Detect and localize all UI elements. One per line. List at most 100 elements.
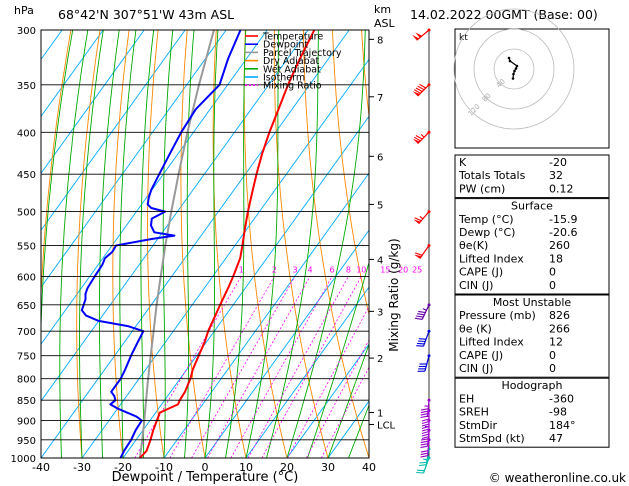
table-row-label: θe(K) <box>459 239 488 252</box>
wind-barb-dot <box>427 456 431 460</box>
wind-barb-feather <box>420 452 428 456</box>
table-row-label: SREH <box>459 406 489 419</box>
pressure-tick-label: 350 <box>17 81 36 92</box>
mixing-ratio-label: 2 <box>272 265 277 274</box>
km-tick-label: 6 <box>377 152 383 163</box>
hodograph-frame <box>454 28 610 149</box>
wind-barb <box>414 303 431 320</box>
hodograph-ring-label: 80 <box>481 92 493 104</box>
wet-adiabat-line <box>41 30 74 458</box>
table-row-value: 0 <box>549 349 556 362</box>
table-row-label: StmDir <box>459 419 498 432</box>
km-tick-label: 3 <box>377 307 383 318</box>
wind-barb-feather <box>417 313 425 316</box>
table-row-value: 266 <box>549 322 570 335</box>
hodograph-point <box>507 56 511 60</box>
temperature-tick-label: 10 <box>239 461 253 474</box>
mixing-ratio-label: 10 <box>356 265 366 274</box>
wind-barb-shaft <box>427 439 430 456</box>
table-row-value: -20.6 <box>549 226 577 239</box>
wind-barb-half-feather <box>420 134 425 138</box>
wind-barb-feather <box>420 450 429 453</box>
wind-barb-shaft <box>422 330 430 347</box>
index-table <box>454 198 610 295</box>
table-row-label: Totals Totals <box>458 169 526 182</box>
mixing-ratio-labels: 1 2 3 4 6 8 10 15 20 25 <box>239 265 423 274</box>
temperature-tick-label: 20 <box>280 461 294 474</box>
pressure-tick-label: 450 <box>17 170 36 181</box>
isotherm-line <box>204 229 369 458</box>
table-row-value: 260 <box>549 239 570 252</box>
isotherm-line <box>41 30 309 402</box>
table-row-value: 47 <box>549 432 563 445</box>
wind-barb-dot <box>427 130 431 134</box>
table-row-value: 0.12 <box>549 182 574 195</box>
legend-entry: Mixing Ratio <box>263 81 322 92</box>
wind-barb-feather <box>417 85 425 91</box>
mixing-ratio-label: 6 <box>330 265 335 274</box>
dry-adiabat-line <box>212 30 247 458</box>
wet-adiabat-line <box>98 30 120 458</box>
dry-adiabat-line <box>361 30 369 121</box>
wind-barb-feather <box>421 435 430 440</box>
wind-barb-feather <box>415 135 423 140</box>
wind-barb <box>416 329 431 347</box>
mixing-ratio-label: 4 <box>308 265 313 274</box>
table-row-label: Dewp (°C) <box>459 226 515 239</box>
dry-adiabat-line <box>147 30 165 458</box>
temperature-tick-label: -40 <box>32 461 50 474</box>
wind-barb-pennant <box>413 219 421 224</box>
legend-entry: Isotherm <box>263 73 305 84</box>
temperature-tick-label: 30 <box>321 461 335 474</box>
wind-barb <box>417 354 431 372</box>
mixing-ratio-label: 15 <box>380 265 390 274</box>
km-tick-label: 2 <box>377 354 383 365</box>
isotherm-line <box>286 343 369 458</box>
mixing-ratio-label: 25 <box>412 265 422 274</box>
km-tick-label: 4 <box>377 255 383 266</box>
wind-barb-shaft <box>419 245 430 259</box>
pressure-tick-label: 950 <box>17 436 36 447</box>
temperature-tick-label: -30 <box>73 461 91 474</box>
table-title: Hodograph <box>502 379 563 392</box>
wind-barb-dot <box>427 303 431 307</box>
isotherm-line <box>41 30 104 118</box>
pressure-tick-labels: 300 350 400 450 500 550 600 650 700 750 800 850 900 9… <box>11 26 36 465</box>
pressure-tick-label: 550 <box>17 242 36 253</box>
datetime-title: 14.02.2022 00GMT (Base: 00) <box>410 7 598 22</box>
table-row-label: CIN (J) <box>459 362 493 375</box>
copyright-footer: © weatheronline.co.uk <box>489 471 626 485</box>
isotherm-line <box>41 30 268 345</box>
wind-barb-shaft <box>427 400 430 417</box>
pressure-tick-label: 1000 <box>11 454 36 465</box>
mixing-ratio-label: 8 <box>346 265 351 274</box>
wind-barb-pennant <box>415 32 423 38</box>
wind-barb-feather <box>417 340 426 343</box>
hodograph-point <box>508 59 512 63</box>
wind-barb-feather <box>421 438 429 441</box>
table-row-value: 18 <box>549 252 563 265</box>
wind-barb-feather <box>421 420 430 425</box>
mixing-ratio-line <box>134 276 242 458</box>
wind-barb-dot <box>427 83 431 87</box>
table-row-value: -20 <box>549 156 567 169</box>
wind-barb-feather <box>420 410 429 414</box>
parcel-trajectory-line <box>138 30 215 458</box>
wind-barb-feather <box>414 317 423 320</box>
wind-barb <box>416 456 431 474</box>
temperature-tick-labels: -40 -30 -20 -10 0 10 20 30 40 <box>32 461 376 474</box>
wind-barb-pennant <box>414 254 422 259</box>
wind-barb-feather <box>415 252 423 256</box>
wind-barb-feather <box>420 415 428 419</box>
hodograph-ring-label: 40 <box>495 77 507 89</box>
table-row-value: 0 <box>549 279 556 292</box>
table-row-value: -360 <box>549 392 574 405</box>
wind-barb-feather <box>418 338 427 340</box>
wind-barb-feather <box>419 83 427 89</box>
index-table <box>454 154 610 199</box>
table-row-value: 32 <box>549 169 563 182</box>
index-table <box>454 377 610 448</box>
hodograph-point <box>514 67 518 70</box>
wind-barb <box>412 130 431 145</box>
wind-barb-feather <box>416 471 424 474</box>
